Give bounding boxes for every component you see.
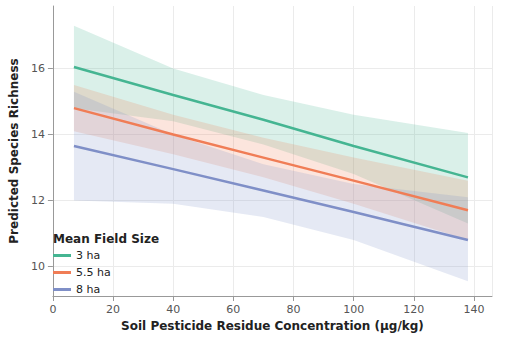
svg-text:8 ha: 8 ha <box>76 283 100 296</box>
svg-text:140: 140 <box>463 303 484 316</box>
svg-text:Soil Pesticide Residue Concent: Soil Pesticide Residue Concentration (µg… <box>121 319 424 333</box>
svg-text:Mean Field Size: Mean Field Size <box>53 232 159 246</box>
svg-text:120: 120 <box>403 303 424 316</box>
svg-text:100: 100 <box>343 303 364 316</box>
svg-text:Predicted Species Richness: Predicted Species Richness <box>7 58 21 243</box>
svg-text:3 ha: 3 ha <box>76 249 100 262</box>
svg-text:10: 10 <box>31 260 45 273</box>
svg-text:60: 60 <box>226 303 240 316</box>
svg-text:40: 40 <box>166 303 180 316</box>
svg-text:0: 0 <box>49 303 56 316</box>
svg-text:5.5 ha: 5.5 ha <box>76 266 111 279</box>
svg-text:80: 80 <box>287 303 301 316</box>
svg-text:12: 12 <box>31 194 45 207</box>
svg-text:14: 14 <box>31 128 45 141</box>
svg-text:20: 20 <box>106 303 120 316</box>
svg-text:16: 16 <box>31 62 45 75</box>
